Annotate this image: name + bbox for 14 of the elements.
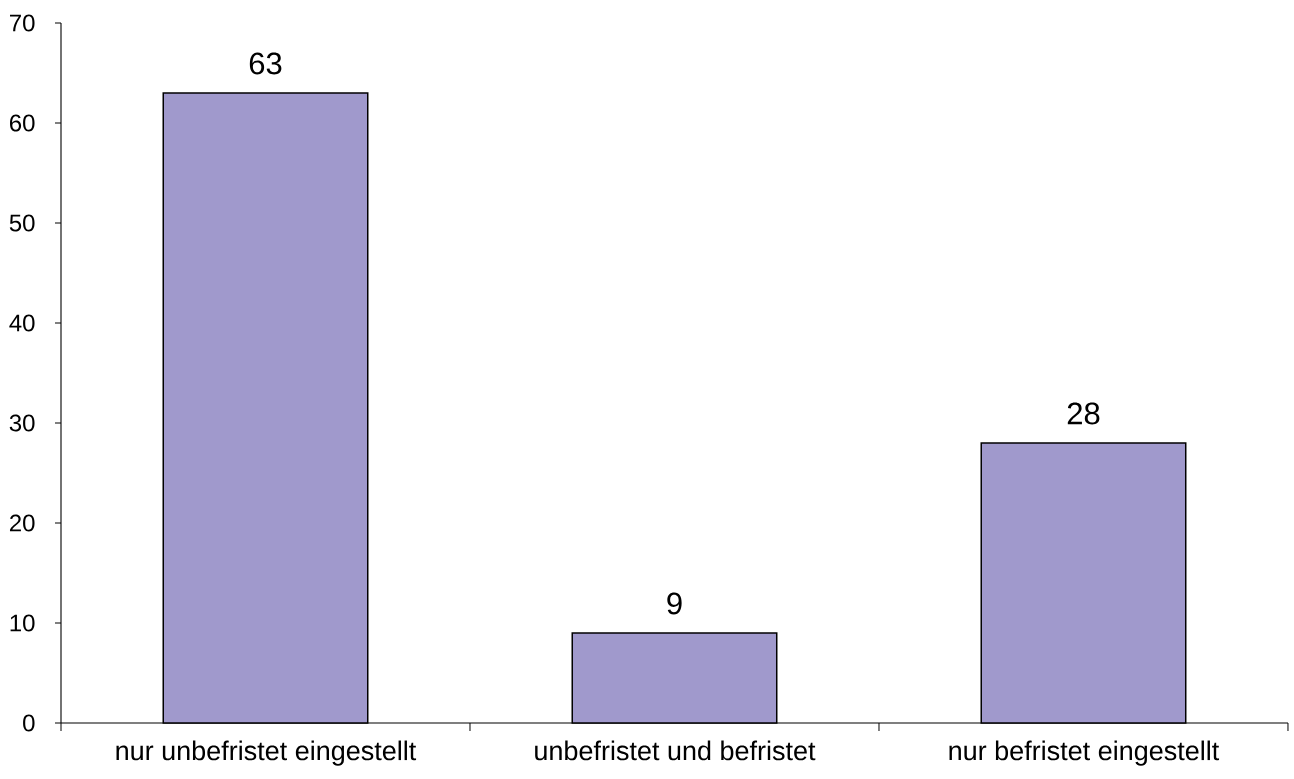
- y-tick-label: 50: [9, 214, 35, 232]
- y-tick-label: 20: [9, 514, 35, 532]
- x-tick-label: unbefristet und befristet: [535, 740, 816, 761]
- y-tick-label: 40: [9, 314, 35, 332]
- y-tick-label: 0: [23, 714, 35, 732]
- x-tick-label: nur befristet eingestellt: [949, 740, 1220, 766]
- x-tick-label: nur unbefristet eingestellt: [116, 740, 417, 766]
- data-label: 63: [249, 52, 282, 75]
- y-tick-label: 30: [9, 414, 35, 432]
- y-tick-label: 70: [10, 14, 35, 32]
- y-tick-label: 10: [10, 614, 35, 632]
- data-label: 9: [667, 592, 682, 615]
- data-label: 28: [1067, 402, 1100, 425]
- y-tick-label: 60: [10, 114, 35, 132]
